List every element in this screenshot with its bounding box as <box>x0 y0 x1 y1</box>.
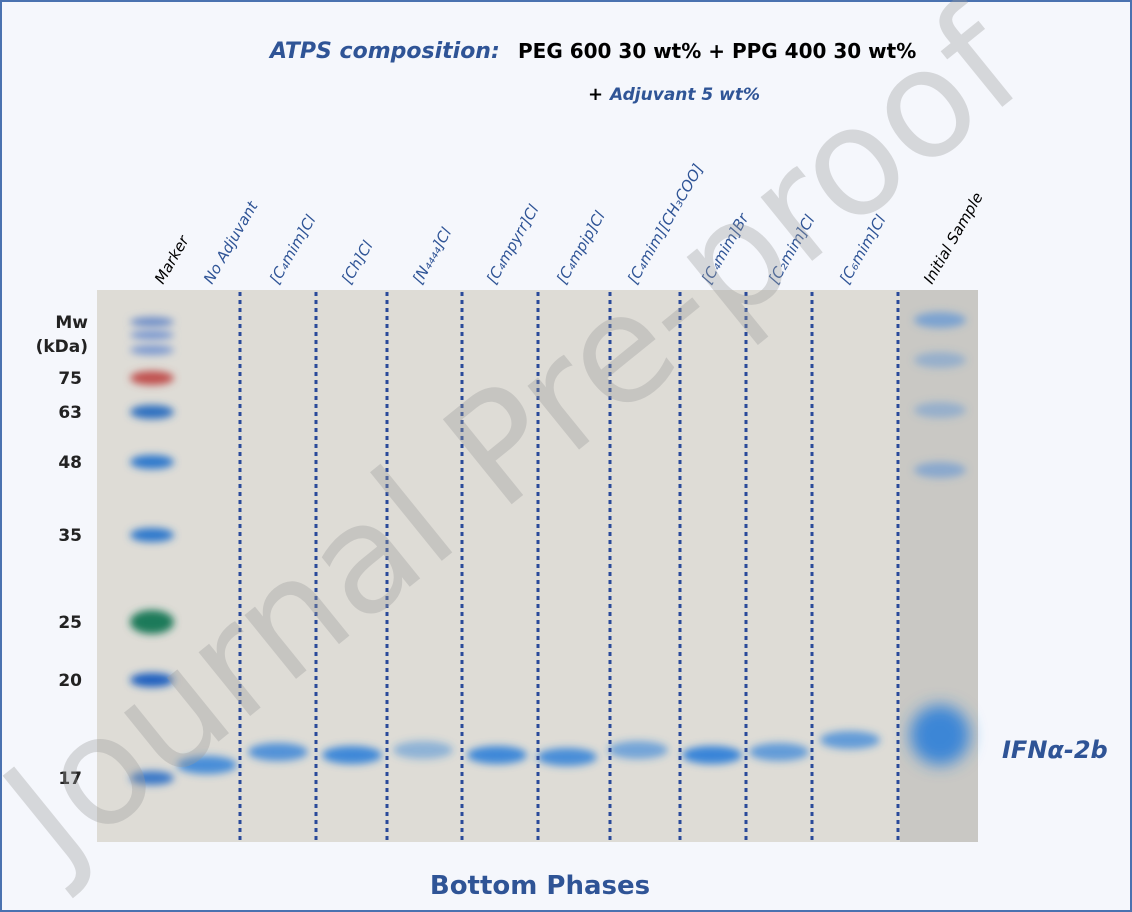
title-adjuvant: Adjuvant 5 wt% <box>608 85 760 105</box>
marker-band <box>130 528 174 542</box>
sample-band <box>820 731 880 749</box>
mw-value: 48 <box>58 453 82 473</box>
mw-value: 25 <box>58 613 82 633</box>
sample-band <box>322 746 382 764</box>
initial-band <box>914 312 966 328</box>
initial-band <box>914 402 966 418</box>
mw-value: 75 <box>58 369 82 389</box>
page: ATPS composition: PEG 600 30 wt% + PPG 4… <box>0 0 1132 912</box>
sample-band <box>537 748 597 766</box>
title-label: ATPS composition: <box>268 39 500 64</box>
title-plus: + <box>588 84 603 105</box>
sample-band <box>682 746 742 764</box>
initial-band <box>914 462 966 478</box>
caption: Bottom Phases <box>430 871 650 901</box>
sample-band <box>608 741 668 759</box>
mw-value: 63 <box>58 403 82 423</box>
sample-band <box>393 741 453 759</box>
marker-band <box>130 317 174 327</box>
figure: ATPS composition: PEG 600 30 wt% + PPG 4… <box>0 0 1132 912</box>
mw-title: Mw <box>55 313 88 333</box>
mw-title: (kDa) <box>36 337 88 357</box>
initial-band <box>914 352 966 368</box>
sample-band <box>467 746 527 764</box>
sample-band <box>749 743 809 761</box>
marker-band <box>130 455 174 469</box>
band-label: IFNα-2b <box>1002 736 1108 764</box>
marker-band <box>130 330 174 340</box>
marker-band <box>130 345 174 355</box>
marker-band <box>130 405 174 419</box>
marker-band <box>130 371 174 385</box>
initial-band <box>910 705 970 765</box>
mw-value: 35 <box>58 526 82 546</box>
